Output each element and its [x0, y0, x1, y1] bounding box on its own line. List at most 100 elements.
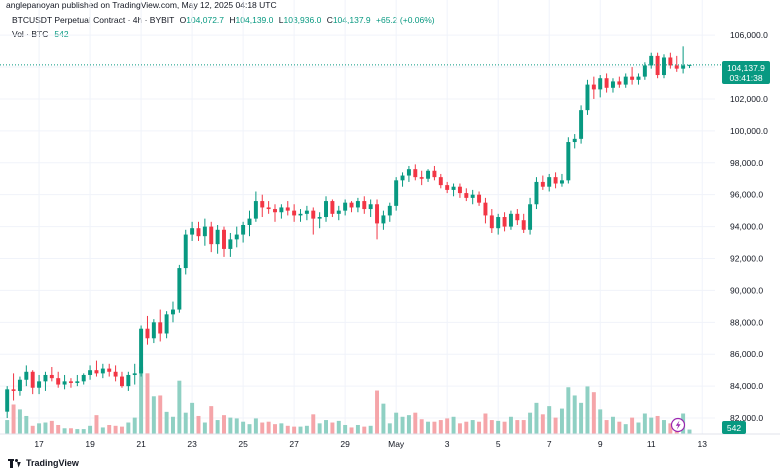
volume-bar	[502, 421, 507, 434]
candle-body	[132, 373, 137, 375]
candle-body	[68, 381, 73, 383]
candle-body	[553, 177, 558, 184]
time-tick-label: 13	[698, 439, 708, 449]
close-value: 104,137.9	[332, 15, 371, 25]
volume-bar	[362, 426, 367, 434]
candle-body	[228, 239, 233, 249]
volume-bar	[426, 421, 431, 434]
volume-label[interactable]: Vol · BTC	[12, 29, 49, 39]
volume-bar	[375, 390, 380, 434]
volume-bar	[591, 392, 596, 434]
volume-bar	[604, 420, 609, 434]
candle-body	[56, 378, 61, 385]
volume-bar	[483, 413, 488, 434]
volume-bar	[445, 418, 450, 434]
volume-bars	[5, 366, 692, 434]
volume-bar	[566, 387, 571, 434]
volume-bar	[273, 424, 277, 434]
volume-bar	[56, 424, 61, 434]
price-tick-label: 84,000.0	[730, 381, 763, 391]
price-tick-label: 88,000.0	[730, 317, 763, 327]
candle-body	[630, 76, 635, 80]
volume-bar	[5, 420, 10, 434]
candle-body	[5, 389, 10, 412]
volume-bar	[151, 396, 156, 434]
volume-bar	[528, 412, 533, 434]
volume-bar	[24, 415, 29, 434]
candle-body	[521, 220, 526, 230]
volume-bar	[298, 426, 303, 434]
candle-body	[598, 78, 603, 90]
candle-body	[196, 228, 201, 237]
candle-body	[171, 309, 175, 315]
volume-tag: 542	[722, 421, 746, 434]
candle-body	[24, 371, 29, 380]
volume-bar	[253, 418, 258, 434]
candle-body	[540, 181, 545, 187]
high-label: H	[229, 15, 236, 25]
candle-body	[477, 194, 482, 203]
candle-body	[247, 218, 252, 225]
volume-bar	[241, 421, 246, 434]
price-tick-label: 106,000.0	[730, 30, 768, 40]
volume-bar	[413, 412, 418, 434]
volume-bar	[496, 420, 501, 434]
time-axis[interactable]: 17 19 21 23 25 27 29 May 3 5 7 9 11 13	[34, 439, 707, 449]
volume-bar	[68, 428, 73, 434]
candle-body	[81, 374, 86, 382]
candle-body	[37, 381, 42, 388]
candle-body	[209, 226, 214, 245]
candle-body	[406, 169, 411, 176]
volume-bar	[668, 423, 673, 434]
time-tick-label: May	[388, 439, 405, 449]
volume-bar	[75, 429, 80, 434]
volume-bar	[222, 415, 226, 434]
candle-body	[215, 229, 220, 245]
candle-body	[330, 201, 335, 214]
candle-body	[681, 65, 686, 69]
symbol-title[interactable]: BTCUSDT Perpetual Contract · 4h · BYBIT	[12, 15, 175, 25]
volume-bar	[400, 416, 405, 434]
symbol-legend: BTCUSDT Perpetual Contract · 4h · BYBIT …	[12, 15, 435, 25]
footer-brand[interactable]: TradingView	[8, 458, 79, 468]
volume-bar	[247, 424, 252, 434]
price-tick-label: 102,000.0	[730, 94, 768, 104]
volume-bar	[508, 416, 513, 434]
candle-body	[585, 84, 590, 111]
price-tick-label: 94,000.0	[730, 222, 763, 232]
volume-bar	[164, 411, 169, 434]
volume-bar	[171, 416, 175, 434]
candle-body	[655, 55, 660, 76]
candle-body	[266, 207, 271, 210]
volume-bar	[432, 421, 437, 434]
volume-bar	[598, 409, 603, 434]
price-tick-label: 86,000.0	[730, 349, 763, 359]
candle-body	[241, 225, 246, 235]
candle-body	[496, 217, 501, 229]
tradingview-logo-icon	[8, 458, 22, 468]
candle-body	[62, 381, 67, 385]
candle-body	[559, 180, 564, 184]
candle-body	[298, 213, 303, 216]
volume-bar	[515, 420, 520, 434]
price-chart[interactable]: 82,000.0 84,000.0 86,000.0 88,000.0 90,000.0…	[0, 0, 780, 458]
volume-legend: Vol · BTC 542	[12, 29, 69, 39]
lightning-icon[interactable]	[670, 417, 686, 433]
open-value: 104,072.7	[186, 15, 225, 25]
candle-body	[126, 374, 131, 387]
volume-bar	[81, 429, 86, 434]
candle-body	[273, 209, 277, 213]
candle-body	[164, 314, 169, 334]
candle-body	[49, 374, 54, 379]
volume-bar	[88, 425, 93, 434]
candle-body	[591, 84, 596, 90]
volume-bar	[285, 425, 290, 434]
candle-body	[17, 379, 22, 391]
time-tick-label: 17	[34, 439, 44, 449]
price-tick-label: 100,000.0	[730, 126, 768, 136]
change-value: +65.2 (+0.06%)	[376, 15, 435, 25]
volume-bar	[260, 422, 265, 434]
volume-bar	[202, 422, 207, 434]
time-tick-label: 29	[340, 439, 350, 449]
price-axis[interactable]: 82,000.0 84,000.0 86,000.0 88,000.0 90,000.0…	[730, 30, 768, 423]
